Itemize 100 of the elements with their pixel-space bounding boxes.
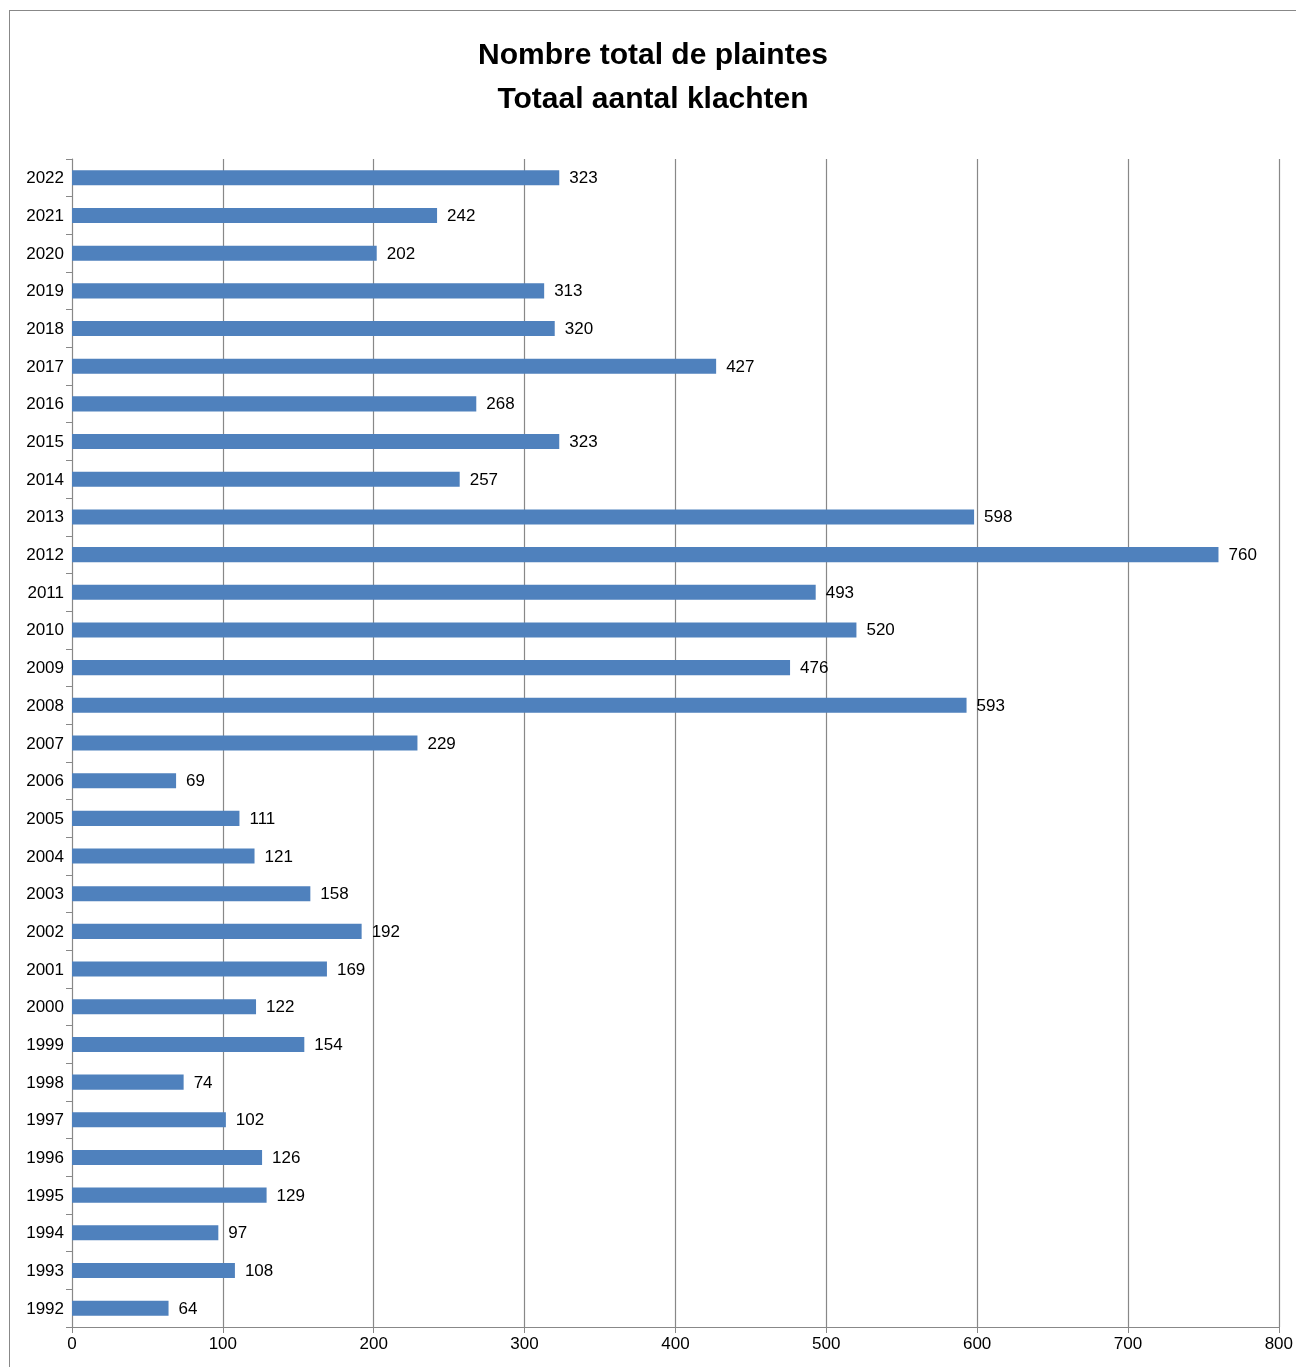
bar: [72, 1112, 226, 1128]
y-tick-label: 2003: [26, 884, 64, 904]
y-tick-label: 1993: [26, 1260, 64, 1280]
y-tick-label: 2015: [26, 432, 64, 452]
y-tick-label: 2004: [26, 846, 64, 866]
y-tick-label: 2014: [26, 469, 64, 489]
bar: [72, 735, 418, 751]
data-label: 257: [469, 469, 499, 489]
bar: [72, 396, 477, 412]
bar: [72, 509, 975, 525]
bar: [72, 923, 362, 939]
data-label: 242: [447, 206, 476, 226]
x-tick-label: 600: [962, 1334, 992, 1353]
data-label: 126: [272, 1147, 301, 1167]
bar: [72, 1300, 169, 1316]
y-tick-label: 2000: [26, 997, 64, 1017]
data-label: 69: [186, 771, 206, 791]
bar: [72, 999, 257, 1015]
bar: [72, 1074, 184, 1090]
y-tick-label: 2002: [26, 921, 64, 941]
bar: [72, 1225, 219, 1241]
bar: [72, 1036, 305, 1052]
bar: [72, 886, 311, 902]
data-label: 202: [386, 243, 416, 263]
y-tick-label: 2006: [26, 771, 64, 791]
bar: [72, 207, 438, 224]
bar: [72, 961, 327, 977]
bar: [72, 283, 545, 299]
data-label: 108: [244, 1260, 274, 1280]
y-tick-label: 1997: [26, 1110, 64, 1130]
x-tick-label: 100: [208, 1334, 238, 1353]
bar: [72, 471, 460, 487]
data-label: 129: [276, 1185, 305, 1205]
y-tick-label: 1994: [26, 1223, 64, 1243]
bar: [72, 773, 177, 789]
y-tick-label: 2017: [26, 356, 64, 376]
y-tick-label: 2013: [26, 507, 64, 527]
y-tick-label: 2012: [26, 545, 64, 565]
y-tick-label: 2001: [26, 959, 64, 979]
bar: [72, 848, 255, 864]
data-label: 64: [178, 1298, 198, 1318]
y-tick-label: 2007: [26, 733, 64, 753]
data-label: 121: [264, 846, 293, 866]
y-tick-label: 2008: [26, 695, 64, 715]
data-label: 323: [569, 168, 598, 188]
bar: [72, 170, 560, 186]
y-tick-label: 2011: [27, 582, 64, 602]
data-label: 97: [228, 1223, 248, 1243]
bar: [72, 358, 717, 374]
y-tick-label: 2010: [26, 620, 64, 640]
data-label: 102: [235, 1110, 265, 1130]
bar: [72, 1187, 267, 1203]
y-tick-label: 1995: [26, 1185, 64, 1205]
bar: [72, 584, 816, 600]
data-label: 427: [726, 356, 755, 376]
bar: [72, 1262, 235, 1279]
bar: [72, 622, 857, 638]
data-label: 122: [266, 997, 295, 1017]
bar: [72, 810, 240, 826]
data-label: 476: [800, 658, 829, 678]
data-label: 320: [564, 319, 594, 339]
bar: [72, 434, 560, 450]
y-tick-label: 2016: [26, 394, 64, 414]
bar: [72, 245, 377, 261]
y-tick-label: 2005: [26, 808, 64, 828]
data-label: 760: [1228, 545, 1257, 565]
y-tick-label: 2022: [26, 168, 64, 188]
x-tick-label: 800: [1264, 1334, 1294, 1353]
x-tick-label: 300: [510, 1334, 539, 1353]
data-label: 154: [314, 1034, 343, 1054]
data-label: 74: [193, 1072, 213, 1092]
y-tick-label: 1998: [26, 1072, 64, 1092]
x-tick-label: 500: [812, 1334, 841, 1353]
data-label: 520: [866, 620, 895, 640]
y-tick-label: 1992: [26, 1298, 64, 1318]
data-label: 493: [825, 582, 855, 602]
y-tick-label: 2019: [26, 281, 64, 301]
x-tick-label: 0: [67, 1334, 77, 1353]
data-label: 313: [554, 281, 583, 301]
y-tick-label: 1996: [26, 1147, 64, 1167]
x-tick-label: 200: [359, 1334, 388, 1353]
x-tick-label: 700: [1113, 1334, 1143, 1353]
chart-subtitle: Totaal aantal klachten: [497, 80, 809, 114]
data-label: 192: [371, 921, 401, 941]
bar: [72, 697, 967, 713]
chart-title: Nombre total de plaintes: [477, 36, 829, 70]
y-tick-label: 2018: [26, 319, 64, 339]
data-label: 268: [486, 394, 515, 414]
data-label: 169: [336, 959, 366, 979]
data-label: 323: [569, 432, 598, 452]
data-label: 229: [427, 733, 456, 753]
bar: [72, 547, 1219, 563]
y-tick-label: 2009: [26, 658, 64, 678]
data-label: 593: [976, 695, 1005, 715]
bar: [72, 321, 555, 337]
y-tick-label: 1999: [26, 1034, 64, 1054]
y-tick-label: 2020: [26, 243, 64, 263]
y-tick-label: 2021: [26, 206, 64, 226]
bar: [72, 660, 791, 676]
data-label: 158: [320, 884, 349, 904]
